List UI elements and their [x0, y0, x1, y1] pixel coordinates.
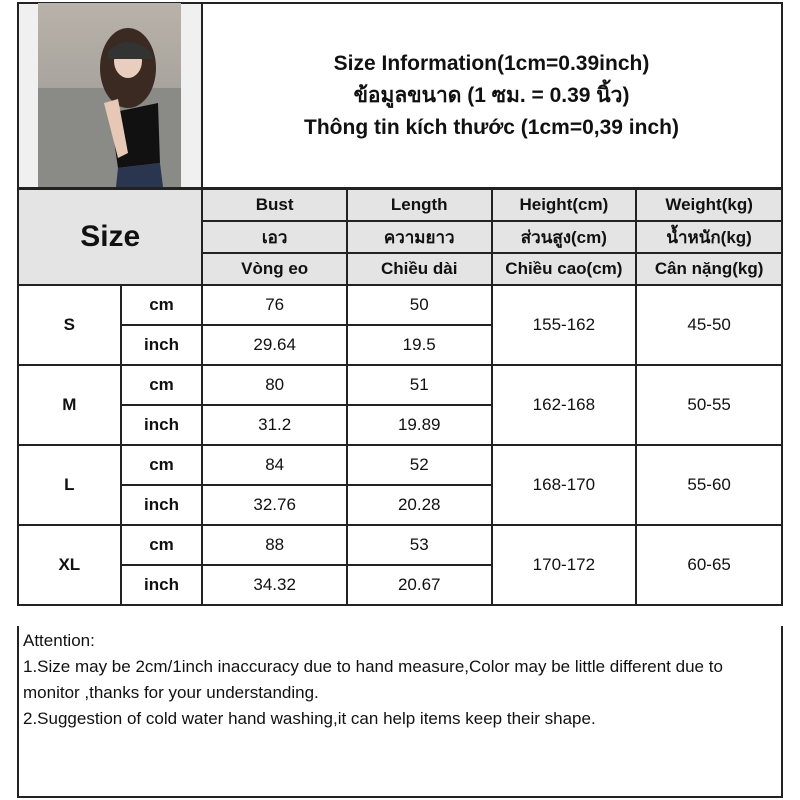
table-row: inch 31.2 19.89	[18, 404, 782, 446]
height-range: 155-162	[490, 284, 638, 366]
length-inch: 19.5	[345, 324, 493, 366]
unit-label: inch	[119, 324, 204, 366]
length-cm: 52	[345, 444, 493, 486]
length-cm: 50	[345, 284, 493, 326]
table-row: S cm 76 50 155-162 45-50	[17, 284, 783, 366]
bust-header-vi: Vòng eo	[201, 252, 348, 286]
table-row: inch 29.64 19.5	[18, 324, 782, 366]
product-photo	[38, 3, 181, 187]
title-vietnamese: Thông tin kích thước (1cm=0,39 inch)	[304, 115, 679, 139]
attention-heading: Attention:	[23, 631, 95, 650]
weight-header: Weight(kg)	[635, 188, 783, 222]
size-header: Size	[16, 188, 204, 286]
unit-label: cm	[119, 284, 204, 326]
attention-note-2: 2.Suggestion of cold water hand washing,…	[23, 709, 596, 728]
bust-cm: 84	[201, 444, 348, 486]
table-row: M cm 80 51 162-168 50-55	[17, 364, 783, 446]
unit-label: cm	[119, 444, 204, 486]
height-range: 162-168	[490, 364, 638, 446]
bust-inch: 32.76	[201, 484, 348, 526]
unit-label: inch	[119, 484, 204, 526]
model-illustration	[38, 28, 181, 187]
length-cm: 53	[345, 524, 493, 566]
length-header-vi: Chiều dài	[345, 252, 493, 286]
length-header: Length	[345, 188, 493, 222]
weight-header-thai: น้ำหนัก(kg)	[635, 220, 783, 254]
table-row: inch 32.76 20.28	[18, 484, 782, 526]
weight-range: 55-60	[635, 444, 783, 526]
height-header: Height(cm)	[490, 188, 638, 222]
unit-label: inch	[119, 564, 204, 606]
table-row: inch 34.32 20.67	[18, 564, 782, 606]
unit-label: cm	[119, 364, 204, 406]
length-inch: 19.89	[345, 404, 493, 446]
unit-label: cm	[119, 524, 204, 566]
title-thai: ข้อมูลขนาด (1 ซม. = 0.39 นิ้ว)	[353, 83, 630, 107]
attention-note-1: 1.Size may be 2cm/1inch inaccuracy due t…	[23, 657, 723, 702]
bust-cm: 80	[201, 364, 348, 406]
attention-notes: Attention: 1.Size may be 2cm/1inch inacc…	[17, 626, 783, 798]
table-row: L cm 84 52 168-170 55-60	[17, 444, 783, 526]
length-inch: 20.28	[345, 484, 493, 526]
height-header-vi: Chiều cao(cm)	[490, 252, 638, 286]
size-label: S	[17, 284, 122, 366]
unit-label: inch	[119, 404, 204, 446]
height-range: 168-170	[490, 444, 638, 526]
weight-header-vi: Cân nặng(kg)	[635, 252, 783, 286]
weight-range: 45-50	[635, 284, 783, 366]
header-row-thai: เอว ความยาว ส่วนสูง(cm) น้ำหนัก(kg)	[18, 220, 783, 254]
header-row-vietnamese: Vòng eo Chiều dài Chiều cao(cm) Cân nặng…	[18, 252, 783, 286]
bust-inch: 31.2	[201, 404, 348, 446]
bust-cm: 88	[201, 524, 348, 566]
title-english: Size Information(1cm=0.39inch)	[333, 51, 650, 75]
bust-inch: 29.64	[201, 324, 348, 366]
table-row: XL cm 88 53 170-172 60-65	[17, 524, 783, 606]
size-label: XL	[17, 524, 122, 606]
weight-range: 50-55	[635, 364, 783, 446]
length-inch: 20.67	[345, 564, 493, 606]
header-row: Size Bust Length Height(cm) Weight(kg)	[16, 188, 783, 286]
bust-header-thai: เอว	[201, 220, 348, 254]
bust-inch: 34.32	[201, 564, 348, 606]
height-range: 170-172	[490, 524, 638, 606]
size-table: Size Bust Length Height(cm) Weight(kg) เ…	[16, 188, 783, 606]
bust-cm: 76	[201, 284, 348, 326]
length-header-thai: ความยาว	[345, 220, 493, 254]
height-header-thai: ส่วนสูง(cm)	[490, 220, 638, 254]
size-info-title: Size Information(1cm=0.39inch) ข้อมูลขนา…	[202, 2, 783, 189]
length-cm: 51	[345, 364, 493, 406]
weight-range: 60-65	[635, 524, 783, 606]
size-label: M	[17, 364, 122, 446]
bust-header: Bust	[201, 188, 348, 222]
size-label: L	[17, 444, 122, 526]
